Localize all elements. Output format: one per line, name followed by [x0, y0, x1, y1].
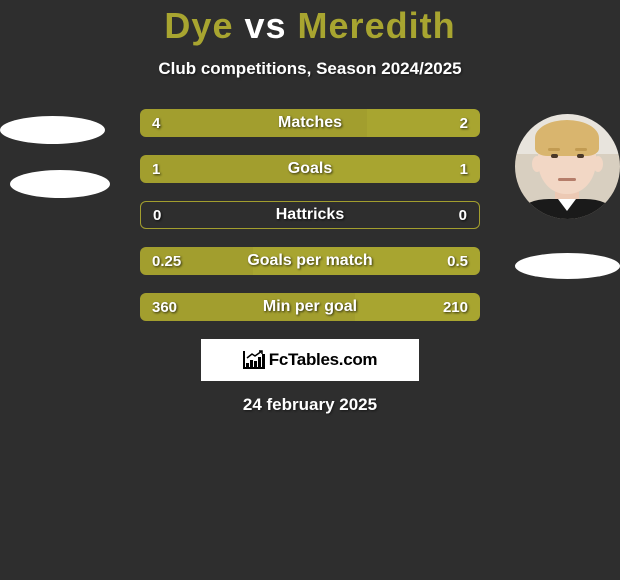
- stat-bar-right: 0: [310, 202, 479, 228]
- stat-value-left: 0: [153, 207, 161, 224]
- stat-value-right: 0.5: [447, 253, 468, 270]
- player2-image: [515, 114, 620, 219]
- stat-bar-right: 210: [355, 293, 480, 321]
- stat-bar-right: 0.5: [253, 247, 480, 275]
- stat-bar-left: 360: [140, 293, 355, 321]
- logo-text: FcTables.com: [269, 350, 378, 370]
- stat-value-left: 1: [152, 161, 160, 178]
- source-logo: FcTables.com: [201, 339, 419, 381]
- chart-icon: [243, 351, 265, 369]
- player1-portrait: [0, 114, 105, 198]
- stat-value-right: 0: [459, 207, 467, 224]
- subtitle: Club competitions, Season 2024/2025: [10, 59, 610, 79]
- stat-row: 0.250.5Goals per match: [140, 247, 480, 275]
- stat-bar-left: 1: [140, 155, 310, 183]
- stat-row: 42Matches: [140, 109, 480, 137]
- stat-value-right: 2: [460, 115, 468, 132]
- stat-row: 11Goals: [140, 155, 480, 183]
- stat-bar-left: 0: [141, 202, 310, 228]
- player2-name: Meredith: [298, 5, 456, 46]
- vs-text: vs: [244, 5, 286, 46]
- stat-bar-right: 1: [310, 155, 480, 183]
- comparison-title: Dye vs Meredith: [10, 5, 610, 47]
- date: 24 february 2025: [10, 395, 610, 415]
- player1-badge-placeholder: [10, 170, 110, 198]
- stat-row: 00Hattricks: [140, 201, 480, 229]
- stat-bar-left: 4: [140, 109, 367, 137]
- player2-portrait: [515, 114, 620, 279]
- player1-image-placeholder: [0, 116, 105, 144]
- stat-value-left: 360: [152, 299, 177, 316]
- stat-bar-left: 0.25: [140, 247, 253, 275]
- stat-row: 360210Min per goal: [140, 293, 480, 321]
- player2-badge-placeholder: [515, 253, 620, 279]
- stat-value-right: 210: [443, 299, 468, 316]
- stat-bar-right: 2: [367, 109, 480, 137]
- stat-value-right: 1: [460, 161, 468, 178]
- stat-value-left: 0.25: [152, 253, 181, 270]
- stats-table: 42Matches11Goals00Hattricks0.250.5Goals …: [140, 109, 480, 321]
- player1-name: Dye: [164, 5, 233, 46]
- stat-value-left: 4: [152, 115, 160, 132]
